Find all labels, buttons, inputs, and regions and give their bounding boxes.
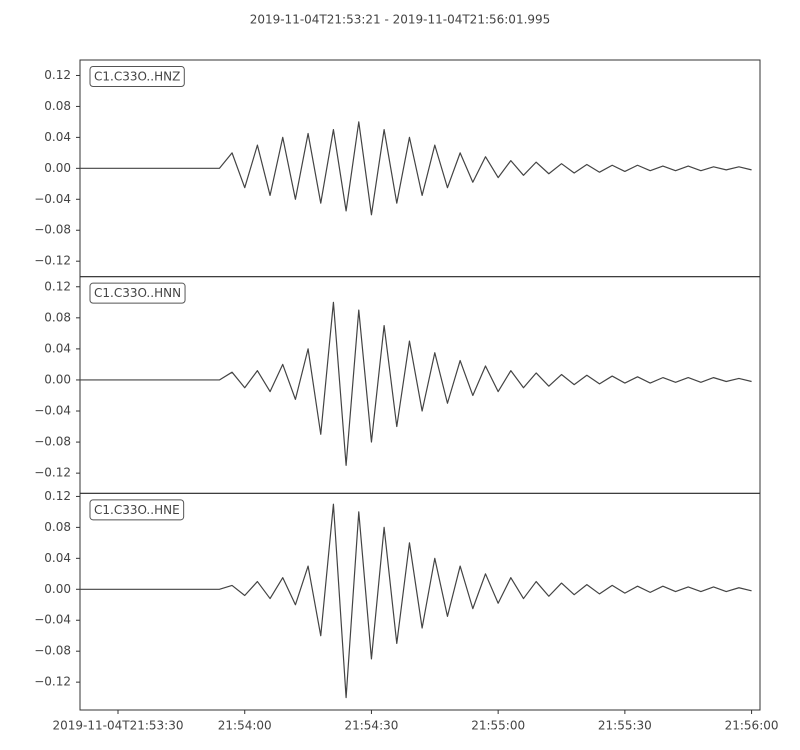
y-tick-label: 0.12 xyxy=(44,489,71,503)
x-tick-label: 21:55:00 xyxy=(471,719,525,733)
x-tick-label: 2019-11-04T21:53:30 xyxy=(53,719,184,733)
y-tick-label: −0.04 xyxy=(34,613,71,627)
y-tick-label: −0.12 xyxy=(34,675,71,689)
trace-label-box xyxy=(89,499,185,521)
y-tick-label: −0.08 xyxy=(34,644,71,658)
y-tick-label: 0.00 xyxy=(44,372,71,386)
y-tick-label: −0.08 xyxy=(34,435,71,449)
y-tick-label: −0.12 xyxy=(34,254,71,268)
trace-label-box xyxy=(89,66,185,87)
y-tick-label: 0.12 xyxy=(44,279,71,293)
chart-title: 2019-11-04T21:53:21 - 2019-11-04T21:56:0… xyxy=(250,13,551,27)
x-tick-label: 21:56:00 xyxy=(725,719,779,733)
y-tick-label: 0.04 xyxy=(44,551,71,565)
y-tick-label: 0.08 xyxy=(44,99,71,113)
trace-label: C1.C33O..HNN xyxy=(94,286,181,300)
waveform xyxy=(80,301,752,466)
y-tick-label: 0.04 xyxy=(44,130,71,144)
y-tick-label: −0.12 xyxy=(34,466,71,480)
panel-frame xyxy=(79,492,761,711)
y-tick-label: 0.08 xyxy=(44,310,71,324)
y-tick-label: 0.00 xyxy=(44,582,71,596)
y-tick-label: −0.04 xyxy=(34,404,71,418)
trace-label: C1.C33O..HNE xyxy=(94,503,180,517)
y-tick-label: 0.08 xyxy=(44,520,71,534)
trace-label-box xyxy=(89,282,186,304)
x-tick-label: 21:54:00 xyxy=(218,719,272,733)
y-tick-label: 0.04 xyxy=(44,341,71,355)
trace-label: C1.C33O..HNZ xyxy=(94,70,180,84)
waveform xyxy=(80,503,752,699)
waveform xyxy=(80,121,752,216)
x-tick-label: 21:55:30 xyxy=(598,719,652,733)
y-tick-label: −0.04 xyxy=(34,192,71,206)
y-tick-label: 0.00 xyxy=(44,161,71,175)
y-tick-label: 0.12 xyxy=(44,68,71,82)
panel-frame xyxy=(79,276,761,494)
y-tick-label: −0.08 xyxy=(34,223,71,237)
x-tick-label: 21:54:30 xyxy=(344,719,398,733)
